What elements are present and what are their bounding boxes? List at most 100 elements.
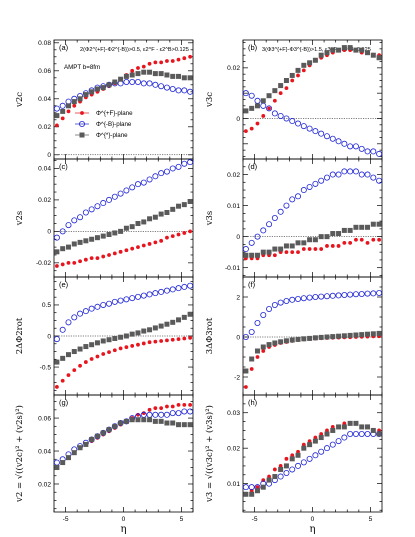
series-1 xyxy=(242,168,383,253)
data-point xyxy=(181,283,188,290)
y-axis-label: v2s xyxy=(15,211,25,227)
data-point xyxy=(266,249,272,255)
data-point xyxy=(170,234,175,238)
data-point xyxy=(88,305,95,312)
data-point xyxy=(169,410,176,417)
data-point xyxy=(94,433,100,439)
data-point xyxy=(278,339,284,345)
data-point xyxy=(134,79,141,86)
data-point xyxy=(306,125,313,132)
data-point xyxy=(83,441,89,447)
data-point xyxy=(272,474,278,480)
data-point xyxy=(283,469,290,476)
data-point xyxy=(123,418,129,424)
data-point xyxy=(312,452,319,459)
data-point xyxy=(255,355,260,359)
data-point xyxy=(188,229,193,234)
y-tick-label: 0 xyxy=(47,152,51,159)
data-point xyxy=(354,237,358,242)
data-point xyxy=(123,296,130,303)
data-point xyxy=(312,57,318,63)
data-point xyxy=(181,202,187,208)
data-point xyxy=(260,227,267,234)
data-point xyxy=(100,429,107,436)
series-2 xyxy=(243,221,382,258)
series-1 xyxy=(53,408,194,466)
data-point xyxy=(158,418,164,424)
data-point xyxy=(54,249,60,255)
data-point xyxy=(164,209,170,215)
data-point xyxy=(106,300,113,307)
series-2 xyxy=(243,330,382,374)
data-point xyxy=(100,85,106,91)
data-point xyxy=(307,247,312,251)
data-point xyxy=(278,83,284,89)
data-point xyxy=(370,221,376,227)
data-point xyxy=(365,50,371,56)
data-point xyxy=(336,333,342,339)
y-tick-label: 0.06 xyxy=(38,68,51,75)
data-point xyxy=(175,163,182,170)
data-point xyxy=(83,344,89,350)
data-point xyxy=(324,234,330,240)
panel-annotation-2: AMPT b=8fm xyxy=(64,64,100,71)
data-point xyxy=(335,292,342,299)
data-point xyxy=(124,248,129,253)
data-point xyxy=(341,291,348,298)
data-point xyxy=(130,246,135,251)
data-point xyxy=(100,301,107,308)
data-point xyxy=(313,435,318,440)
data-point xyxy=(300,295,307,302)
legend-marker xyxy=(79,132,85,138)
data-point xyxy=(187,75,193,81)
data-point xyxy=(295,452,301,458)
data-point xyxy=(134,181,141,188)
data-point xyxy=(301,240,307,246)
data-point xyxy=(106,232,112,238)
data-point xyxy=(260,98,266,104)
data-point xyxy=(153,339,158,344)
data-point xyxy=(66,373,71,378)
data-point xyxy=(347,227,353,233)
data-point xyxy=(283,243,289,249)
data-point xyxy=(289,196,296,203)
data-point xyxy=(284,456,289,461)
data-point xyxy=(353,420,359,426)
data-point xyxy=(188,54,193,59)
data-point xyxy=(71,217,78,224)
data-point xyxy=(323,133,330,140)
data-point xyxy=(318,177,325,184)
y-axis-label: 2ΔΦ2rot xyxy=(15,317,25,354)
data-point xyxy=(111,423,118,430)
series-0 xyxy=(54,402,193,470)
data-point xyxy=(347,168,354,175)
data-point xyxy=(347,420,353,426)
data-point xyxy=(330,231,336,237)
x-tick-label: 5 xyxy=(180,516,184,523)
y-axis-label: 3ΔΦ3rot xyxy=(205,317,215,354)
data-point xyxy=(77,239,83,245)
data-point xyxy=(341,227,347,233)
data-point xyxy=(289,296,296,303)
x-axis-label: η xyxy=(310,524,316,535)
data-point xyxy=(295,240,301,246)
data-point xyxy=(376,177,383,184)
data-point xyxy=(318,52,324,58)
data-point xyxy=(359,224,365,230)
data-point xyxy=(289,72,295,78)
data-point xyxy=(319,247,324,251)
data-point xyxy=(170,420,176,426)
data-point xyxy=(278,91,283,96)
data-point xyxy=(283,297,290,304)
data-point xyxy=(175,285,182,292)
data-point xyxy=(272,253,277,258)
data-point xyxy=(71,241,77,247)
data-point xyxy=(289,456,295,462)
data-point xyxy=(307,237,313,243)
data-point xyxy=(359,47,365,53)
data-point xyxy=(307,335,313,341)
data-point xyxy=(112,348,117,353)
data-point xyxy=(260,102,267,109)
panel-label: (f) xyxy=(248,280,256,289)
